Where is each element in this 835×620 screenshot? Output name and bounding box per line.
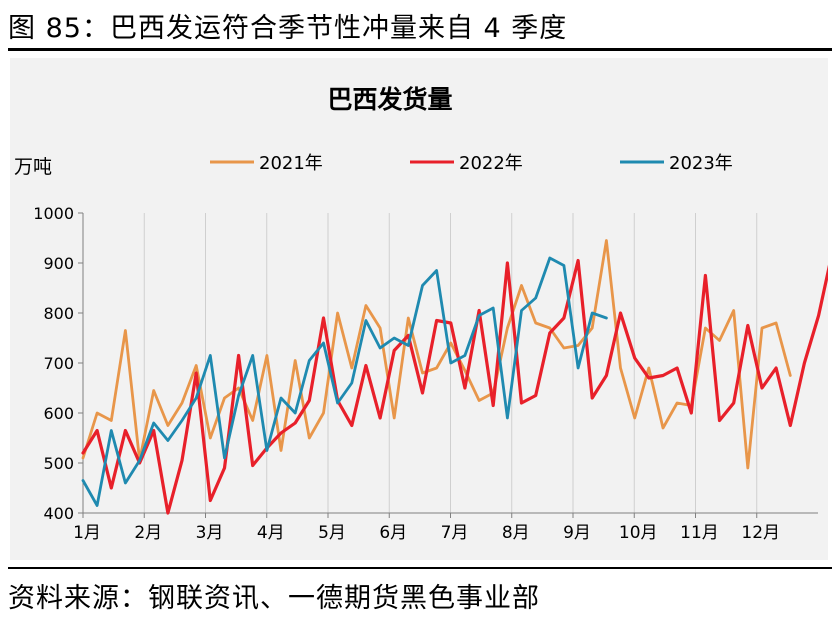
line-chart: 巴西发货量 万吨 2021年 2022年 2023年 400 500 600 700 800… <box>14 85 835 543</box>
bottom-rule <box>8 567 832 569</box>
source-note: 资料来源：钢联资讯、一德期货黑色事业部 <box>8 583 540 614</box>
y-tick-label: 600 <box>43 404 74 423</box>
legend-label: 2023年 <box>669 153 733 174</box>
series-line <box>81 256 608 507</box>
x-tick-label: 7月 <box>441 523 469 543</box>
x-tick-label: 5月 <box>318 523 346 543</box>
series-layer <box>81 239 835 515</box>
chart-title: 巴西发货量 <box>327 85 452 114</box>
x-tick-label: 12月 <box>741 523 780 543</box>
x-tick-label: 4月 <box>257 523 285 543</box>
x-tick-label: 2月 <box>134 523 162 543</box>
y-tick-label: 400 <box>43 504 74 523</box>
x-tick-label: 9月 <box>563 523 591 543</box>
series-line <box>81 248 835 515</box>
figure-title: 图 85：巴西发运符合季节性冲量来自 4 季度 <box>8 13 568 44</box>
legend-label: 2021年 <box>259 153 323 174</box>
x-tick-label: 3月 <box>196 523 224 543</box>
y-tick-label: 500 <box>43 454 74 473</box>
x-tick-label: 10月 <box>619 523 658 543</box>
legend-label: 2022年 <box>459 153 523 174</box>
legend: 2021年 2022年 2023年 <box>210 153 733 174</box>
x-tick-label: 1月 <box>73 523 101 543</box>
y-tick-label: 1000 <box>33 204 74 223</box>
y-tick-label: 800 <box>43 304 74 323</box>
y-axis-unit: 万吨 <box>14 156 52 178</box>
x-tick-label: 6月 <box>379 523 407 543</box>
chart-panel: 巴西发货量 万吨 2021年 2022年 2023年 400 500 600 700 800… <box>10 58 835 560</box>
axes: 400 500 600 700 800 900 1000 1月 2月 3月 4月 5月 6月 7月 8月 9月… <box>33 204 818 543</box>
y-tick-label: 900 <box>43 254 74 273</box>
series-line <box>81 239 792 470</box>
top-rule <box>8 48 832 51</box>
x-tick-label: 11月 <box>680 523 719 543</box>
y-tick-label: 700 <box>43 354 74 373</box>
x-tick-label: 8月 <box>502 523 530 543</box>
